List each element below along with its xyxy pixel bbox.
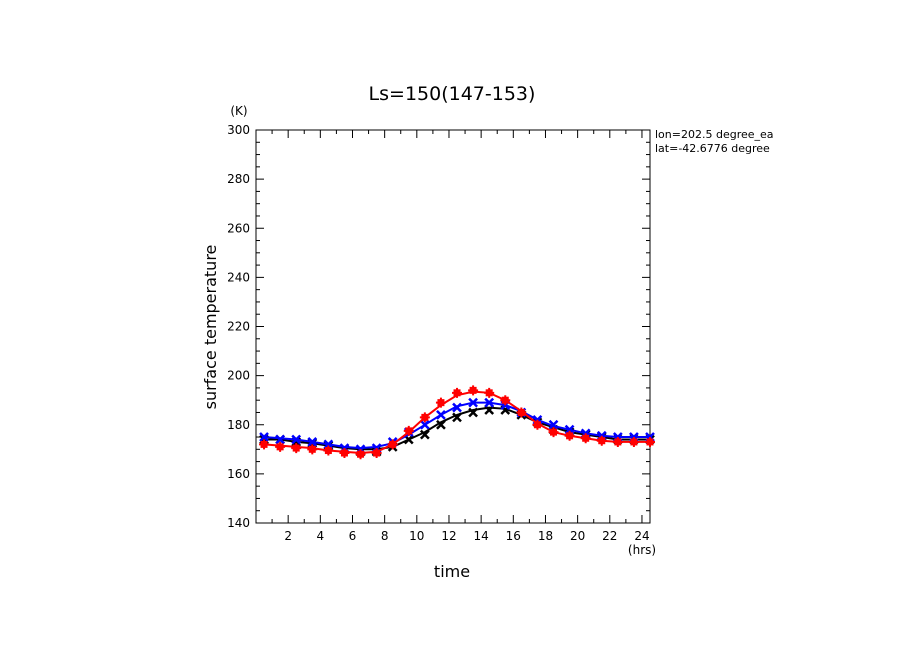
x-tick-label: 24 <box>634 529 649 543</box>
y-tick-label: 140 <box>227 516 250 530</box>
data-point <box>452 402 462 413</box>
plot-frame <box>255 129 651 524</box>
data-point <box>373 449 381 457</box>
data-point <box>419 419 430 430</box>
data-point <box>421 413 429 421</box>
data-point <box>436 410 446 420</box>
data-point <box>291 434 302 445</box>
x-tick-label: 18 <box>538 529 553 543</box>
x-tick-label: 22 <box>602 529 617 543</box>
data-point <box>437 399 445 407</box>
data-point <box>582 434 590 442</box>
y-axis-label: surface temperature <box>201 245 220 410</box>
data-point <box>436 419 446 430</box>
y-tick-label: 220 <box>227 320 250 334</box>
data-point <box>405 427 413 435</box>
y-tick-label: 260 <box>227 221 250 235</box>
data-point <box>357 450 365 458</box>
data-point <box>324 447 332 455</box>
series-line <box>263 401 650 450</box>
data-point <box>259 432 269 442</box>
x-tick-label: 14 <box>474 529 489 543</box>
x-tick-label: 4 <box>317 529 325 543</box>
data-point <box>308 445 316 453</box>
data-point <box>485 389 493 397</box>
x-tick-label: 8 <box>381 529 389 543</box>
x-tick-label: 20 <box>570 529 585 543</box>
data-point <box>566 432 574 440</box>
x-tick-label: 16 <box>506 529 521 543</box>
x-tick-label: 6 <box>349 529 357 543</box>
data-point <box>276 443 284 451</box>
data-point <box>292 444 300 452</box>
data-point <box>468 397 478 408</box>
data-point <box>533 421 541 429</box>
data-point <box>389 440 397 448</box>
data-point <box>548 419 559 430</box>
y-tick-label: 160 <box>227 467 250 481</box>
data-point <box>275 434 286 445</box>
data-point <box>260 440 268 448</box>
chart-title: Ls=150(147-153) <box>369 83 536 105</box>
x-axis-label: time <box>434 562 470 581</box>
data-point <box>340 449 348 457</box>
x-tick-label: 10 <box>409 529 424 543</box>
data-point <box>469 386 477 394</box>
data-point <box>468 407 478 418</box>
data-point <box>484 405 495 415</box>
y-tick-label: 300 <box>227 123 250 137</box>
data-point <box>598 437 606 445</box>
x-tick-label: 2 <box>284 529 292 543</box>
y-tick-label: 280 <box>227 172 250 186</box>
data-point <box>614 438 622 446</box>
data-point <box>630 438 638 446</box>
annotation-lat: lat=-42.6776 degree <box>655 142 770 155</box>
series-2 <box>259 385 655 460</box>
y-tick-label: 200 <box>227 369 250 383</box>
x-axis-unit: (hrs) <box>628 543 656 557</box>
y-tick-label: 240 <box>227 270 250 284</box>
data-point <box>550 428 558 436</box>
data-point <box>646 438 654 446</box>
data-point <box>484 397 495 408</box>
y-axis-unit: (K) <box>230 104 247 118</box>
data-point <box>419 429 430 440</box>
data-point <box>453 389 461 397</box>
data-point <box>517 408 525 416</box>
data-point <box>452 412 462 423</box>
y-tick-label: 180 <box>227 418 250 432</box>
data-point <box>501 396 509 404</box>
x-tick-label: 12 <box>441 529 456 543</box>
annotation-lon: lon=202.5 degree_ea <box>655 128 774 141</box>
data-point <box>307 437 318 447</box>
